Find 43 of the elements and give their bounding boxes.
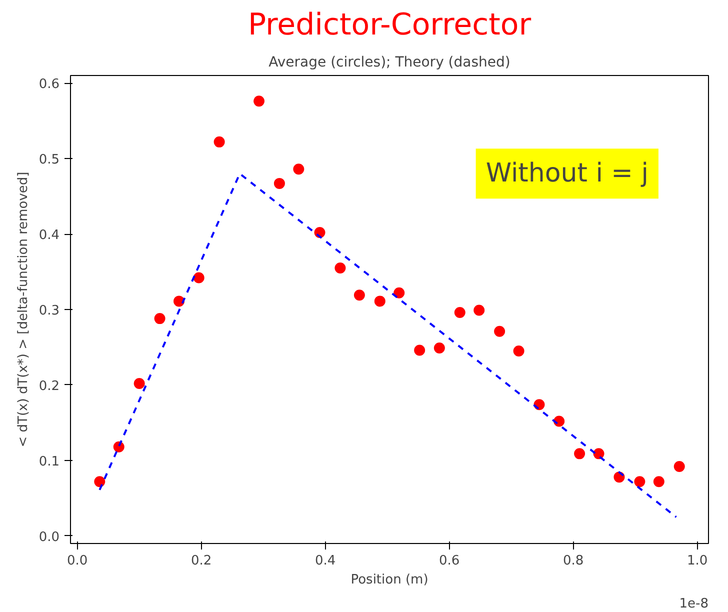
x-tick-label: 0.0 <box>66 554 88 568</box>
x-tick-label: 0.4 <box>314 554 336 568</box>
x-axis-title: Position (m) <box>350 572 428 588</box>
point <box>494 326 506 337</box>
point <box>574 448 586 460</box>
point <box>174 296 185 307</box>
y-tick-label: 0.0 <box>38 530 60 545</box>
point <box>653 476 664 488</box>
y-tick-label: 0.4 <box>38 228 60 244</box>
point <box>634 476 646 488</box>
point <box>434 342 445 354</box>
point <box>154 313 166 324</box>
x-tick-label: 0.8 <box>563 554 584 568</box>
y-tick-label: 0.1 <box>38 454 60 470</box>
annotation: Without i = j <box>486 158 648 189</box>
point <box>374 296 386 307</box>
y-tick-label: 0.6 <box>38 77 60 92</box>
x-tick-label: 1.0 <box>687 554 708 568</box>
point <box>274 178 285 189</box>
point <box>193 272 204 284</box>
point <box>253 96 264 107</box>
x-tick-label: 0.6 <box>438 554 460 568</box>
chart-title: Predictor-Corrector <box>248 8 532 42</box>
point <box>214 136 225 148</box>
point <box>134 378 145 389</box>
point <box>674 461 685 472</box>
point <box>593 448 604 460</box>
y-tick-label: 0.2 <box>38 378 60 394</box>
y-tick-label: 0.3 <box>38 304 60 318</box>
y-axis-title: < dT(x) dT(x*) > [delta-function removed] <box>16 172 31 448</box>
point <box>354 290 365 301</box>
x-tick-label: 0.2 <box>190 554 212 568</box>
point <box>334 262 346 274</box>
point <box>474 304 485 316</box>
point <box>94 476 106 488</box>
point <box>513 346 524 357</box>
point <box>394 287 405 298</box>
chart-subtitle: Average (circles); Theory (dashed) <box>268 54 510 70</box>
text: 1e-8 <box>679 596 709 612</box>
y-tick-label: 0.5 <box>38 152 60 168</box>
point <box>454 307 466 318</box>
point <box>293 164 304 175</box>
point <box>414 344 426 356</box>
